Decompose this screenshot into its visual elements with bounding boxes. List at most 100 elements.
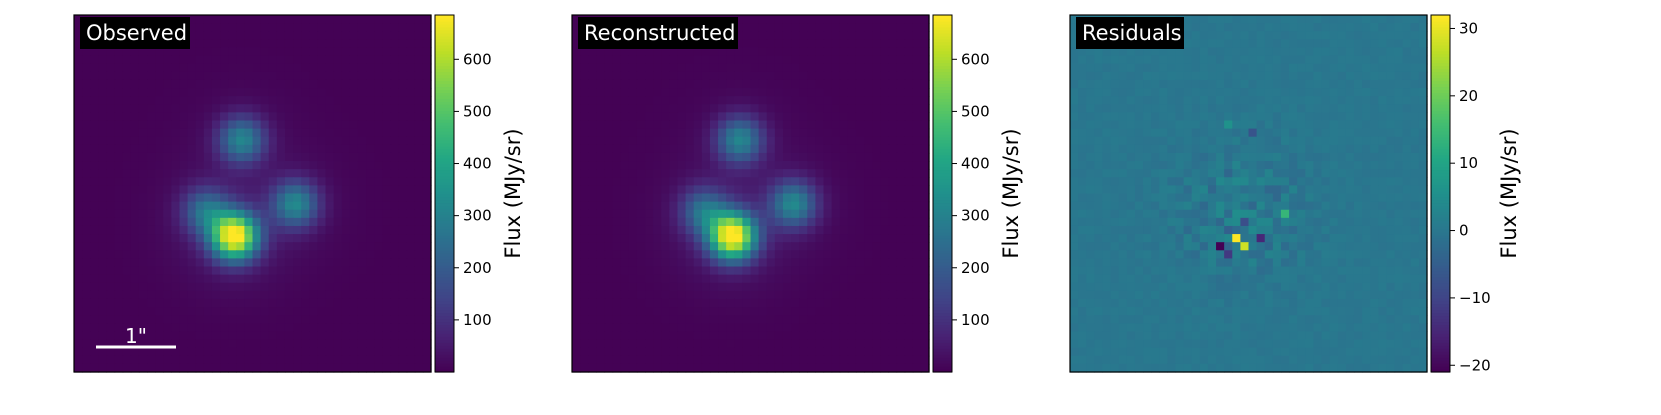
heatmap-cell [693,323,703,333]
heatmap-cell [799,250,808,260]
heatmap-cell [309,120,319,130]
heatmap-cell [155,331,164,341]
heatmap-cell [726,120,735,130]
heatmap-cell [782,169,792,178]
heatmap-cell [580,234,589,243]
heatmap-cell [774,315,784,324]
heatmap-cell [293,185,302,195]
heatmap-cell [260,88,270,97]
heatmap-cell [236,15,245,24]
heatmap-cell [1370,120,1379,130]
heatmap-cell [758,298,768,308]
heatmap-cell [179,144,189,154]
heatmap-cell [1240,161,1250,170]
colorbar-segment [435,23,454,28]
heatmap-cell [726,217,735,227]
heatmap-cell [620,274,630,284]
heatmap-cell [815,104,825,113]
heatmap-cell [203,363,213,373]
heatmap-cell [823,315,833,324]
heatmap-cell [1224,152,1233,162]
colorbar-segment [435,83,454,88]
heatmap-cell [904,250,914,260]
heatmap-cell [203,201,213,211]
heatmap-cell [620,298,630,308]
heatmap-cell [685,323,695,333]
heatmap-cell [693,258,703,268]
heatmap-cell [1402,55,1412,65]
heatmap-cell [750,323,760,333]
heatmap-cell [179,104,189,113]
colorbar-segment [435,300,454,305]
heatmap-cell [1183,71,1193,81]
heatmap-cell [349,266,359,276]
heatmap-cell [252,104,262,113]
colorbar-tick-label: 200 [961,259,990,277]
heatmap-cell [374,355,383,365]
heatmap-cell [701,169,711,178]
heatmap-cell [823,201,833,211]
heatmap-cell [1264,128,1274,138]
heatmap-cell [220,258,229,268]
heatmap-cell [106,71,116,81]
heatmap-cell [620,71,630,81]
heatmap-cell [366,201,375,211]
heatmap-cell [284,169,294,178]
heatmap-cell [276,258,286,268]
heatmap-cell [726,323,735,333]
heatmap-cell [904,169,914,178]
heatmap-cell [122,88,132,97]
heatmap-cell [572,55,581,65]
heatmap-cell [693,274,703,284]
heatmap-cell [588,177,597,186]
heatmap-cell [1402,15,1412,24]
heatmap-cell [1264,152,1274,162]
heatmap-cell [1224,31,1233,40]
colorbar-segment [435,193,454,198]
heatmap-cell [74,290,83,300]
heatmap-cell [628,169,638,178]
heatmap-cell [333,290,343,300]
heatmap-cell [187,339,197,349]
heatmap-cell [685,258,695,268]
heatmap-cell [855,104,865,113]
heatmap-cell [839,331,849,341]
heatmap-cell [880,250,890,260]
heatmap-cell [260,55,270,65]
heatmap-cell [580,47,589,57]
heatmap-cell [293,63,302,73]
heatmap-cell [920,282,930,292]
heatmap-cell [260,234,270,243]
heatmap-cell [864,96,873,105]
heatmap-cell [422,363,432,373]
heatmap-cell [742,185,752,195]
heatmap-cell [211,112,221,122]
colorbar-tick-label: 500 [463,102,492,120]
heatmap-cell [244,355,254,365]
heatmap-cell [1313,15,1323,24]
heatmap-cell [661,315,670,324]
heatmap-cell [580,112,589,122]
heatmap-cell [880,266,890,276]
heatmap-cell [628,209,638,219]
heatmap-cell [228,31,237,40]
heatmap-cell [195,225,205,235]
heatmap-cell [147,96,156,105]
heatmap-cell [596,209,606,219]
heatmap-cell [596,47,606,57]
heatmap-cell [920,258,930,268]
heatmap-cell [244,47,254,57]
heatmap-cell [357,307,367,316]
heatmap-cell [1094,161,1104,170]
heatmap-cell [701,88,711,97]
heatmap-cell [74,144,83,154]
heatmap-cell [382,136,392,146]
heatmap-cell [596,266,606,276]
heatmap-cell [211,250,221,260]
heatmap-cell [163,282,172,292]
heatmap-cell [572,363,581,373]
heatmap-cell [758,339,768,349]
heatmap-cell [815,323,825,333]
heatmap-cell [155,104,164,113]
colorbar-segment [435,211,454,215]
